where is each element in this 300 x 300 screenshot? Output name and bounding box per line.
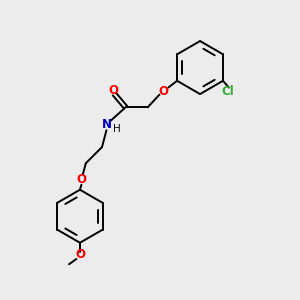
Text: O: O bbox=[108, 84, 118, 97]
Text: O: O bbox=[75, 248, 85, 261]
Text: H: H bbox=[113, 124, 121, 134]
Text: N: N bbox=[101, 118, 111, 131]
Text: Cl: Cl bbox=[221, 85, 234, 98]
Text: O: O bbox=[76, 173, 86, 186]
Text: O: O bbox=[159, 85, 169, 98]
